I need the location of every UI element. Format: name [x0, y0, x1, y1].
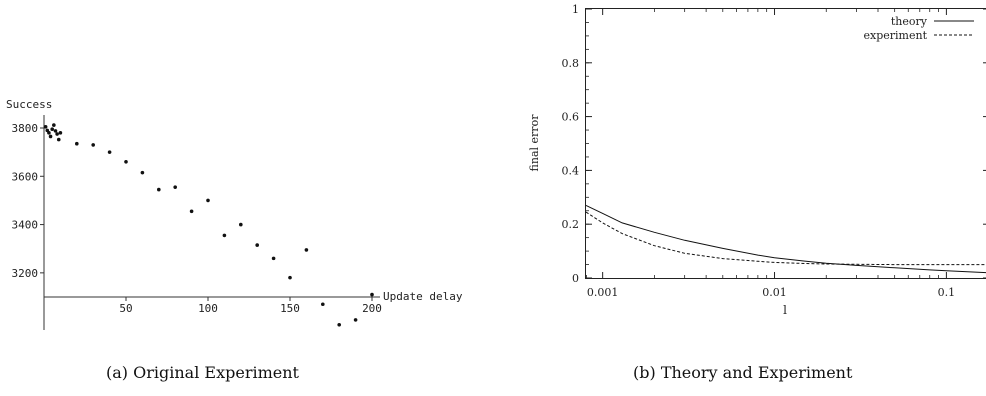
y-axis-label: final error — [528, 114, 541, 172]
data-point — [124, 160, 128, 164]
data-point — [55, 132, 59, 136]
x-tick-label: 150 — [280, 302, 300, 315]
data-point — [189, 209, 194, 214]
caption-b: (b) Theory and Experiment — [633, 363, 853, 382]
plot-frame — [585, 8, 986, 279]
data-point — [91, 143, 95, 147]
x-tick-label: 200 — [362, 302, 382, 315]
data-point — [239, 222, 243, 227]
series-line-theory — [585, 204, 986, 274]
data-point — [206, 198, 210, 203]
caption-a: (a) Original Experiment — [106, 363, 299, 382]
x-tick-label: 100 — [198, 302, 218, 315]
series-line-experiment — [585, 211, 986, 266]
data-point — [353, 318, 358, 322]
data-point — [173, 185, 177, 189]
data-point — [47, 131, 51, 135]
y-tick-label: 0 — [572, 272, 579, 285]
data-point — [304, 248, 309, 252]
data-point — [370, 292, 374, 297]
data-point — [48, 134, 53, 139]
x-tick-label: 50 — [119, 302, 132, 315]
y-tick-label: 0.4 — [562, 164, 580, 177]
data-point — [43, 124, 48, 129]
data-point — [50, 127, 54, 132]
data-point — [140, 170, 145, 175]
data-point — [222, 233, 227, 238]
y-tick-label: 3400 — [12, 219, 39, 232]
legend-label: theory — [891, 15, 928, 28]
data-point — [53, 129, 58, 133]
legend-label: experiment — [864, 29, 928, 42]
y-axis-label: Success — [6, 98, 52, 111]
data-point — [255, 243, 259, 247]
y-tick-label: 3800 — [12, 122, 39, 135]
data-point — [157, 187, 161, 192]
data-point — [337, 322, 342, 327]
y-tick-label: 3600 — [12, 170, 39, 183]
data-point — [58, 131, 63, 135]
x-tick-label: 0.01 — [762, 286, 787, 299]
chart-success-vs-delay: Success Update delay 50 100 150 200 3200 340… — [6, 98, 463, 330]
chart-final-error: final error l 0.001 0.01 0.1 0 0.2 0.4 0.6 0.8… — [528, 3, 986, 317]
data-point — [288, 275, 292, 280]
y-tick-label: 0.8 — [562, 57, 580, 70]
x-tick-label: 0.001 — [587, 286, 619, 299]
y-tick-label: 3200 — [12, 267, 39, 280]
x-axis-label: l — [783, 303, 787, 317]
y-tick-label: 0.6 — [562, 111, 580, 124]
data-point — [75, 141, 79, 146]
data-point — [271, 256, 276, 261]
x-axis-label: Update delay — [383, 290, 463, 303]
y-tick-label: 0.2 — [562, 218, 580, 231]
data-point — [321, 302, 325, 307]
data-point — [107, 150, 112, 154]
data-point — [56, 137, 61, 142]
y-tick-label: 1 — [572, 3, 579, 16]
data-point — [52, 123, 56, 127]
x-tick-label: 0.1 — [938, 286, 956, 299]
